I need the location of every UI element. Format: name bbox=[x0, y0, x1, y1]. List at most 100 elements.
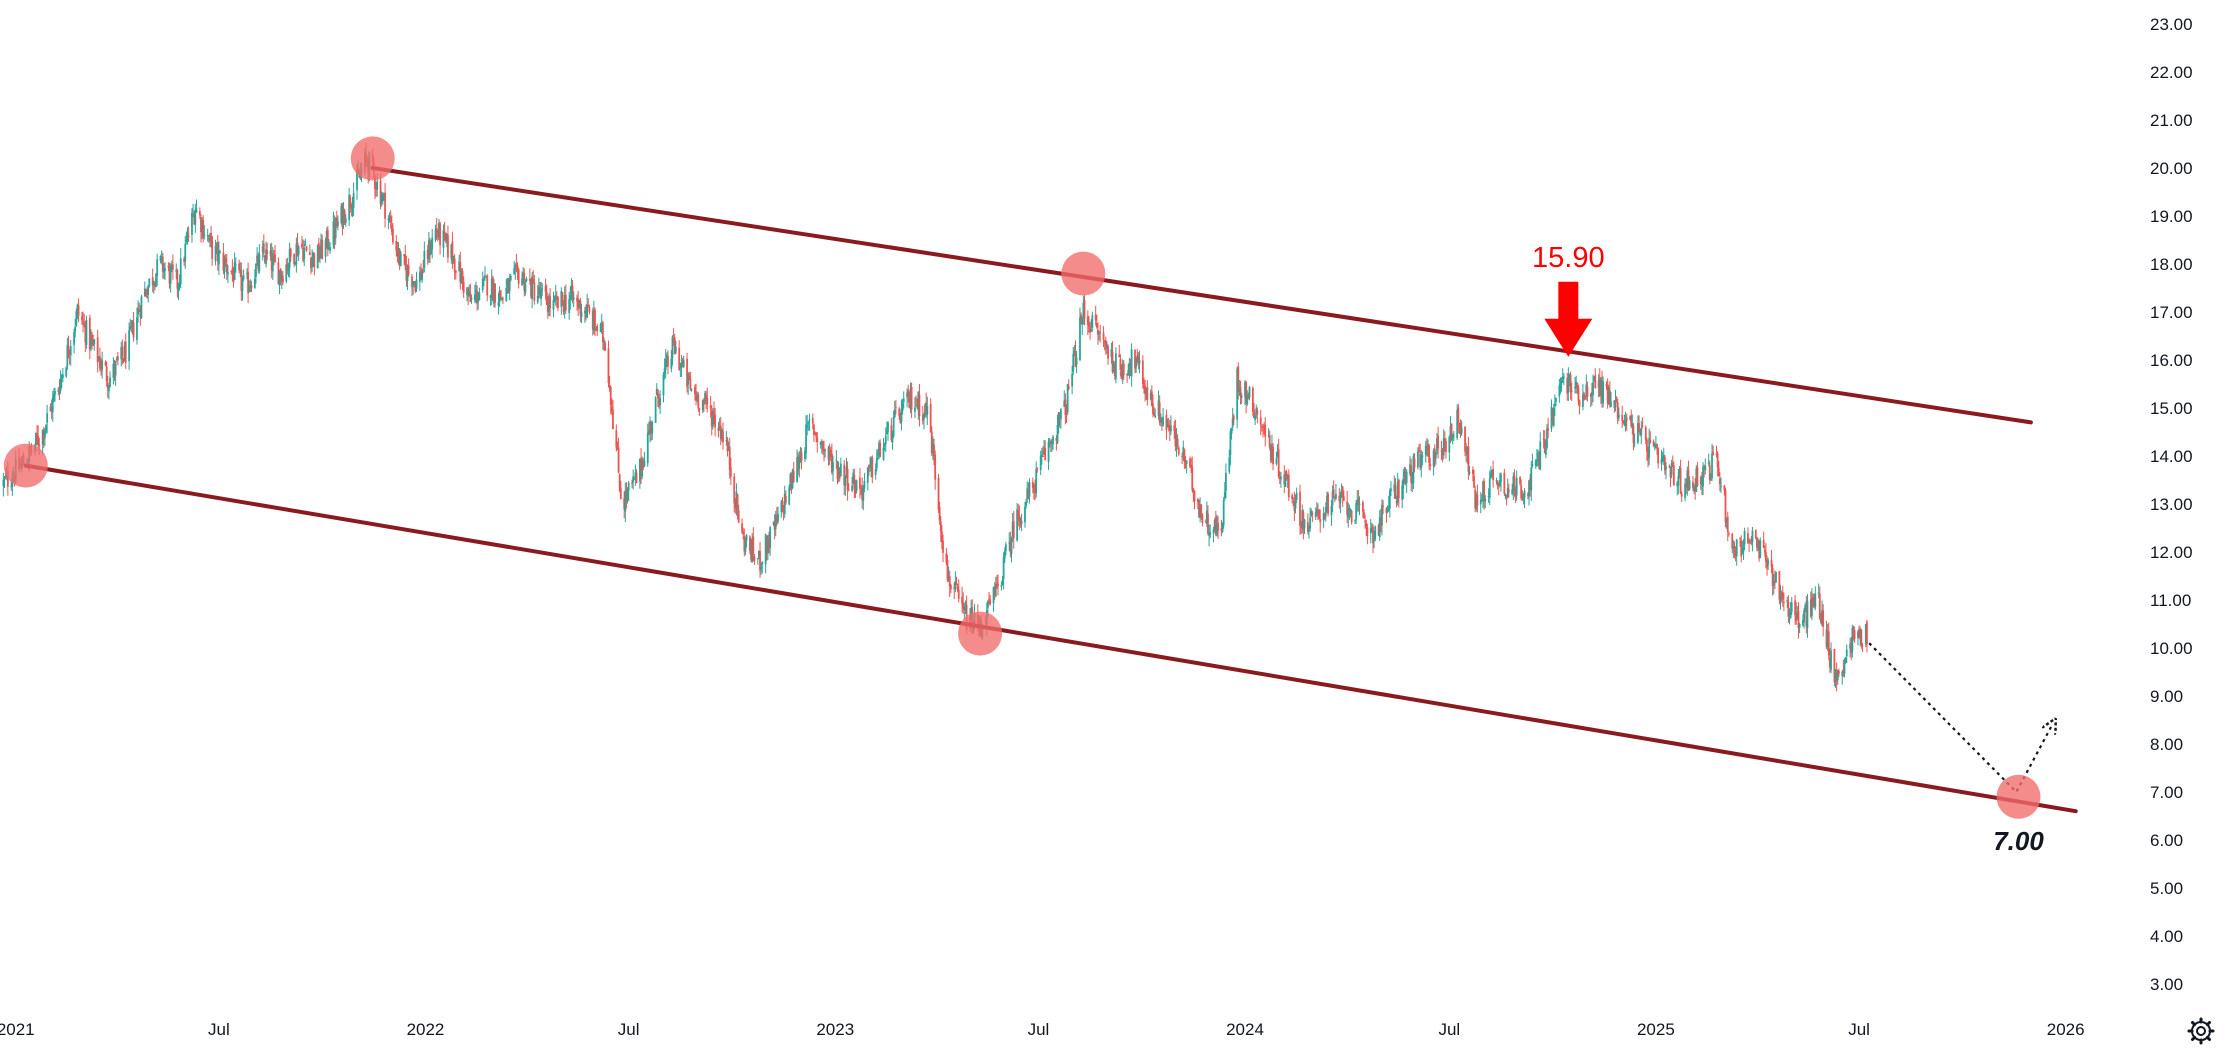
candle-body bbox=[214, 245, 217, 261]
candle-body bbox=[1223, 491, 1226, 499]
candle-body bbox=[1534, 460, 1537, 466]
candle-body bbox=[758, 550, 760, 558]
candle-body bbox=[1622, 420, 1625, 424]
candle-body bbox=[1648, 437, 1651, 458]
candle-body bbox=[1551, 408, 1554, 424]
candle-body bbox=[193, 214, 196, 225]
candle-body bbox=[163, 268, 165, 273]
lower-channel-line[interactable] bbox=[23, 463, 2078, 814]
candle-body bbox=[1146, 387, 1149, 401]
candle-body bbox=[1638, 423, 1640, 430]
candle-body bbox=[60, 375, 63, 379]
candle-body bbox=[1159, 418, 1162, 421]
candle-body bbox=[1790, 602, 1793, 613]
candle-body bbox=[736, 494, 739, 511]
candle-body bbox=[687, 372, 690, 385]
candle-body bbox=[317, 242, 320, 260]
candle-body bbox=[689, 378, 692, 390]
candle-body bbox=[1295, 492, 1298, 500]
candle-body bbox=[1330, 506, 1333, 516]
candle-body bbox=[253, 278, 256, 289]
candle-body bbox=[899, 413, 902, 424]
candle-body bbox=[604, 343, 607, 351]
resistance-price-label: 15.90 bbox=[1532, 242, 1605, 274]
candle-body bbox=[201, 221, 203, 230]
candle-body bbox=[1404, 471, 1407, 484]
candle-body bbox=[1825, 629, 1828, 648]
y-tick-label: 15.00 bbox=[2150, 399, 2193, 418]
candle-body bbox=[1121, 363, 1124, 378]
candle-body bbox=[1466, 446, 1469, 455]
candle-body bbox=[591, 310, 594, 330]
candle-body bbox=[1112, 363, 1115, 372]
candle-body bbox=[539, 289, 541, 297]
candle-body bbox=[308, 252, 311, 256]
upper-channel-line[interactable] bbox=[370, 166, 2033, 425]
candle-body bbox=[1240, 395, 1243, 398]
candle-body bbox=[1775, 571, 1777, 583]
candle-body bbox=[1024, 506, 1026, 523]
candle-body bbox=[350, 205, 353, 208]
y-tick-label: 13.00 bbox=[2150, 495, 2193, 514]
candle-body bbox=[1042, 456, 1044, 458]
candle-body bbox=[202, 219, 205, 238]
y-tick-label: 9.00 bbox=[2150, 687, 2183, 706]
candle-body bbox=[1208, 533, 1210, 536]
candle-body bbox=[96, 337, 99, 363]
candle-body bbox=[1497, 483, 1500, 486]
candle-body bbox=[934, 454, 937, 480]
candle-body bbox=[57, 389, 60, 392]
candle-body bbox=[1071, 373, 1074, 387]
projection-path[interactable] bbox=[1868, 642, 2052, 794]
candle-body bbox=[332, 221, 335, 246]
candle-body bbox=[1300, 526, 1303, 528]
candle-body bbox=[1537, 452, 1539, 458]
candle-body bbox=[635, 472, 638, 484]
candle-body bbox=[255, 264, 257, 277]
candle-body bbox=[264, 255, 266, 263]
candle-body bbox=[319, 254, 321, 259]
candle-body bbox=[923, 415, 925, 420]
candle-body bbox=[1539, 441, 1542, 470]
candle-body bbox=[775, 515, 778, 523]
candle-body bbox=[140, 296, 143, 319]
candle-body bbox=[442, 230, 445, 248]
candle-body bbox=[466, 288, 468, 296]
candle-body bbox=[1271, 444, 1273, 459]
y-axis[interactable]: 3.00 4.00 5.00 6.00 7.00 8.00 9.00 10.00 11.00 12… bbox=[2150, 15, 2193, 994]
candle-body bbox=[390, 225, 393, 232]
candle-body bbox=[195, 208, 198, 213]
candle-body bbox=[890, 425, 893, 441]
candle-body bbox=[44, 430, 46, 438]
candle-body bbox=[824, 449, 827, 451]
candle-body bbox=[93, 339, 96, 344]
candle-body bbox=[845, 466, 848, 477]
candle-body bbox=[989, 599, 992, 605]
candle-body bbox=[435, 228, 438, 234]
candle-body bbox=[1264, 424, 1267, 438]
candle-body bbox=[1479, 499, 1482, 505]
candle-body bbox=[1491, 470, 1493, 473]
chart-settings-button[interactable] bbox=[2187, 1017, 2215, 1045]
markers-layer bbox=[3, 136, 2041, 819]
candle-body bbox=[915, 405, 917, 407]
candle-body bbox=[1492, 468, 1495, 481]
candle-body bbox=[1676, 482, 1679, 487]
x-tick-label: 2024 bbox=[1226, 1020, 1264, 1039]
candle-body bbox=[1003, 551, 1006, 559]
x-axis[interactable]: 2021 Jul 2022 Jul 2023 Jul 2024 Jul 2025 Jul 2026 bbox=[0, 1020, 2085, 1039]
candle-body bbox=[1735, 539, 1738, 557]
candle-body bbox=[870, 458, 873, 468]
candle-body bbox=[1317, 511, 1319, 513]
candle-body bbox=[1843, 665, 1846, 674]
candle-body bbox=[1504, 494, 1507, 496]
candle-body bbox=[145, 289, 147, 295]
x-tick-label: 2023 bbox=[816, 1020, 854, 1039]
candle-body bbox=[1561, 376, 1564, 380]
candle-body bbox=[784, 496, 787, 503]
candle-body bbox=[1782, 601, 1785, 603]
candle-body bbox=[52, 394, 55, 400]
candle-body bbox=[792, 471, 795, 482]
candle-body bbox=[352, 192, 355, 208]
